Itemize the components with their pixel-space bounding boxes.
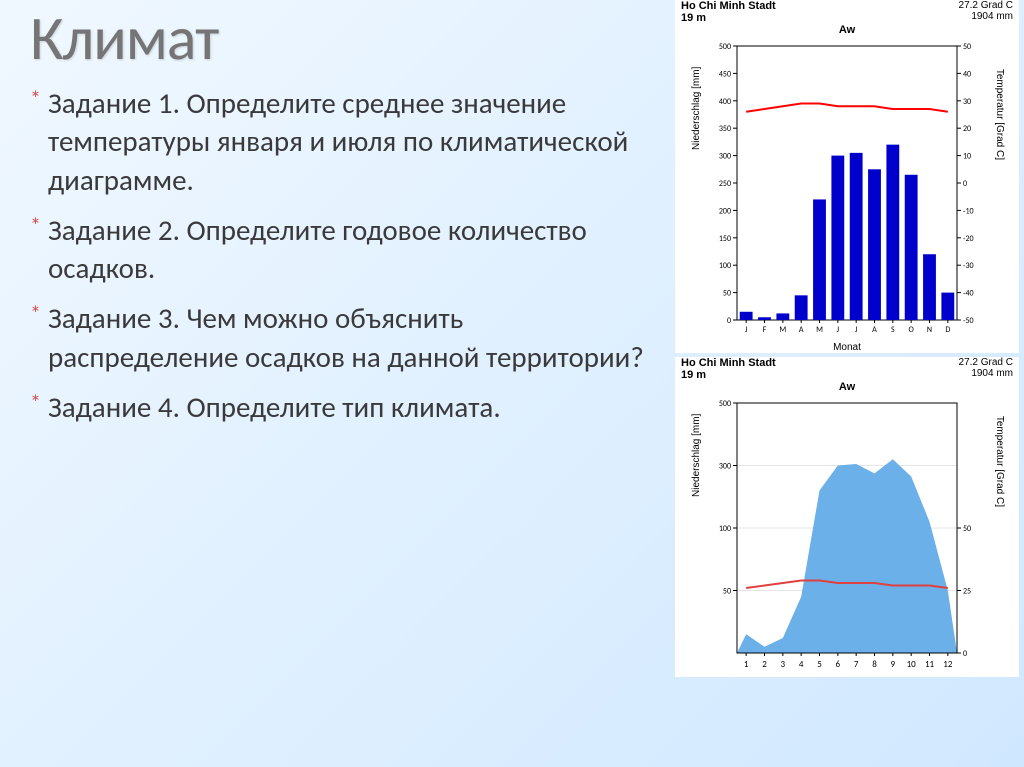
- svg-text:J: J: [855, 325, 858, 335]
- svg-text:300: 300: [719, 152, 731, 162]
- svg-text:-10: -10: [963, 206, 974, 216]
- task-item: Задание 3. Чем можно объяснить распредел…: [30, 299, 650, 376]
- svg-text:40: 40: [963, 69, 971, 79]
- svg-text:1: 1: [744, 659, 749, 670]
- svg-text:400: 400: [719, 97, 731, 107]
- chart1-svg: 050100150200250300350400450500-50-40-30-…: [697, 40, 997, 340]
- chart1-code: Aw: [675, 24, 1019, 36]
- svg-text:50: 50: [723, 289, 731, 299]
- svg-text:10: 10: [907, 659, 917, 670]
- svg-text:12: 12: [943, 659, 953, 670]
- chart2-elev: 19 m: [681, 369, 706, 381]
- svg-text:25: 25: [963, 587, 971, 597]
- svg-text:0: 0: [963, 649, 967, 659]
- chart1-elev: 19 m: [681, 12, 706, 24]
- svg-text:300: 300: [719, 462, 731, 472]
- chart2-temp: 27.2 Grad C: [959, 357, 1013, 368]
- svg-text:450: 450: [719, 69, 731, 79]
- svg-text:100: 100: [719, 524, 731, 534]
- chart2-code: Aw: [675, 381, 1019, 393]
- svg-text:D: D: [945, 325, 950, 335]
- chart1-precip: 1904 mm: [971, 11, 1013, 22]
- svg-text:6: 6: [836, 659, 841, 670]
- svg-text:A: A: [799, 325, 804, 335]
- svg-text:4: 4: [799, 659, 804, 670]
- svg-text:350: 350: [719, 124, 731, 134]
- svg-text:7: 7: [854, 659, 859, 670]
- chart1-x-label: Monat: [675, 342, 1019, 353]
- svg-text:500: 500: [719, 42, 731, 52]
- svg-text:F: F: [763, 325, 767, 335]
- chart2-y1-label: Niederschlag [mm]: [691, 414, 702, 497]
- svg-text:2: 2: [762, 659, 767, 670]
- text-column: Климат Задание 1. Определите среднее зна…: [0, 0, 670, 767]
- svg-text:A: A: [872, 325, 877, 335]
- chart2-y2-label: Temperatur [Grad C]: [994, 416, 1005, 507]
- svg-text:20: 20: [963, 124, 971, 134]
- svg-text:O: O: [909, 325, 915, 335]
- chart2-precip: 1904 mm: [971, 368, 1013, 379]
- charts-column: Ho Chi Minh Stadt 19 m 27.2 Grad C 1904 …: [670, 0, 1024, 767]
- svg-text:J: J: [837, 325, 840, 335]
- chart1-temp: 27.2 Grad C: [959, 0, 1013, 11]
- chart1-y1-label: Niederschlag [mm]: [691, 67, 702, 150]
- svg-text:-30: -30: [963, 261, 974, 271]
- svg-text:3: 3: [781, 659, 786, 670]
- svg-text:M: M: [816, 325, 823, 335]
- svg-text:0: 0: [727, 316, 731, 326]
- svg-text:250: 250: [719, 179, 731, 189]
- chart2-svg: 5010030050002550123456789101112: [697, 397, 997, 677]
- climate-chart-area: Ho Chi Minh Stadt 19 m 27.2 Grad C 1904 …: [675, 357, 1019, 677]
- chart2-city: Ho Chi Minh Stadt: [681, 357, 776, 369]
- svg-text:50: 50: [963, 42, 971, 52]
- slide-title: Климат: [30, 0, 650, 76]
- climate-chart-bar: Ho Chi Minh Stadt 19 m 27.2 Grad C 1904 …: [675, 0, 1019, 353]
- chart1-city: Ho Chi Minh Stadt: [681, 0, 776, 12]
- svg-text:-20: -20: [963, 234, 974, 244]
- chart1-y2-label: Temperatur [Grad C]: [994, 69, 1005, 160]
- svg-text:11: 11: [925, 659, 935, 670]
- task-item: Задание 1. Определите среднее значение т…: [30, 84, 650, 199]
- svg-text:0: 0: [963, 179, 967, 189]
- svg-text:S: S: [891, 325, 895, 335]
- svg-text:9: 9: [891, 659, 896, 670]
- svg-text:30: 30: [963, 97, 971, 107]
- task-item: Задание 2. Определите годовое количество…: [30, 211, 650, 288]
- task-list: Задание 1. Определите среднее значение т…: [30, 84, 650, 426]
- svg-text:J: J: [745, 325, 748, 335]
- svg-text:10: 10: [963, 152, 971, 162]
- svg-text:-50: -50: [963, 316, 974, 326]
- svg-text:50: 50: [963, 524, 971, 534]
- svg-text:5: 5: [817, 659, 822, 670]
- svg-text:M: M: [779, 325, 786, 335]
- svg-text:150: 150: [719, 234, 731, 244]
- svg-text:8: 8: [872, 659, 877, 670]
- svg-text:200: 200: [719, 206, 731, 216]
- svg-text:N: N: [927, 325, 932, 335]
- task-item: Задание 4. Определите тип климата.: [30, 388, 650, 426]
- svg-text:500: 500: [719, 399, 731, 409]
- svg-text:-40: -40: [963, 289, 974, 299]
- svg-text:50: 50: [723, 587, 731, 597]
- svg-text:100: 100: [719, 261, 731, 271]
